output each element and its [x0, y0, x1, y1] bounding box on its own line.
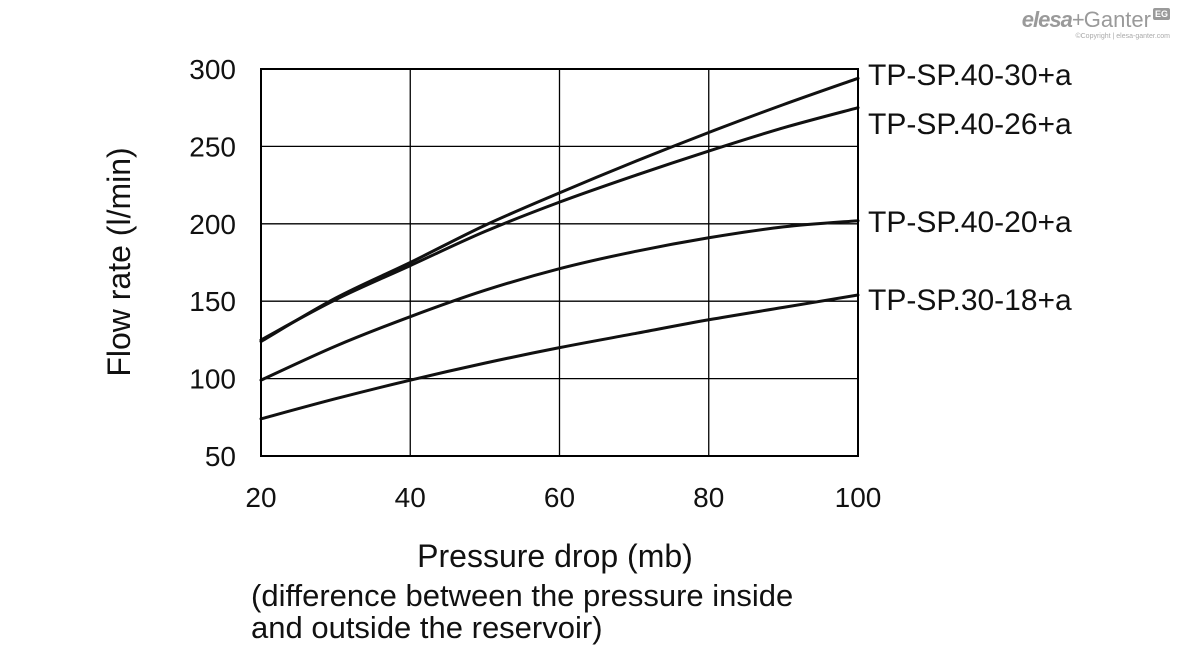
series-line-4 [259, 293, 860, 421]
series-labels: TP-SP.40-30+a TP-SP.40-26+a TP-SP.40-20+a T… [868, 59, 1072, 317]
logo-brand-left: elesa [1021, 7, 1073, 32]
logo-brand-plus: + [1071, 7, 1085, 32]
x-tick-label: 100 [835, 482, 882, 513]
x-tick-label: 40 [395, 482, 426, 513]
logo-badge: EG [1152, 8, 1170, 20]
plot-frame [260, 68, 859, 457]
x-tick-label: 20 [245, 482, 276, 513]
series-line-2 [259, 106, 860, 342]
logo-brand-right: Ganter [1083, 7, 1151, 32]
y-tick-label: 150 [189, 286, 236, 317]
x-tick-labels: 20 40 60 80 100 [245, 482, 881, 513]
x-axis-note-line-1: (difference between the pressure inside [251, 578, 793, 613]
y-axis-title: Flow rate (l/min) [101, 147, 137, 376]
x-axis-title: Pressure drop (mb) [417, 538, 693, 574]
x-tick-label: 60 [544, 482, 575, 513]
y-tick-labels: 50 100 150 200 250 300 [189, 54, 236, 472]
series-lines [259, 76, 860, 421]
y-tick-label: 100 [189, 364, 236, 395]
y-tick-label: 200 [189, 209, 236, 240]
x-axis-note-line-2: and outside the reservoir) [251, 610, 603, 645]
series-line-3 [259, 219, 860, 382]
y-tick-label: 50 [205, 441, 236, 472]
series-label-4: TP-SP.30-18+a [868, 284, 1072, 317]
elesa-ganter-logo: elesa+Ganter EG ©Copyright | elesa-ganter… [1022, 8, 1170, 41]
series-label-2: TP-SP.40-26+a [868, 108, 1072, 141]
grid-lines [260, 68, 859, 457]
series-label-1: TP-SP.40-30+a [868, 59, 1072, 92]
y-tick-label: 300 [189, 54, 236, 85]
x-tick-label: 80 [693, 482, 724, 513]
series-line-1 [259, 76, 860, 343]
logo-copyright: ©Copyright | elesa-ganter.com [1075, 33, 1170, 40]
series-label-3: TP-SP.40-20+a [868, 206, 1072, 239]
y-tick-label: 250 [189, 131, 236, 162]
